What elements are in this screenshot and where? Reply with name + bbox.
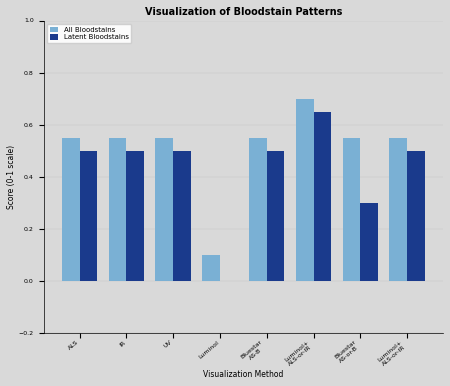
Bar: [296, 99, 314, 281]
Bar: [173, 151, 191, 281]
Bar: [108, 138, 126, 281]
Bar: [407, 151, 425, 281]
Bar: [314, 112, 331, 281]
Bar: [202, 255, 220, 281]
Bar: [249, 138, 267, 281]
X-axis label: Visualization Method: Visualization Method: [203, 370, 284, 379]
Bar: [389, 138, 407, 281]
Title: Visualization of Bloodstain Patterns: Visualization of Bloodstain Patterns: [144, 7, 342, 17]
Bar: [80, 151, 97, 281]
Legend: All Bloodstains, Latent Bloodstains: All Bloodstains, Latent Bloodstains: [47, 24, 131, 43]
Bar: [62, 138, 80, 281]
Y-axis label: Score (0-1 scale): Score (0-1 scale): [7, 145, 16, 209]
Bar: [267, 151, 284, 281]
Bar: [360, 203, 378, 281]
Bar: [342, 138, 360, 281]
Bar: [155, 138, 173, 281]
Bar: [126, 151, 144, 281]
